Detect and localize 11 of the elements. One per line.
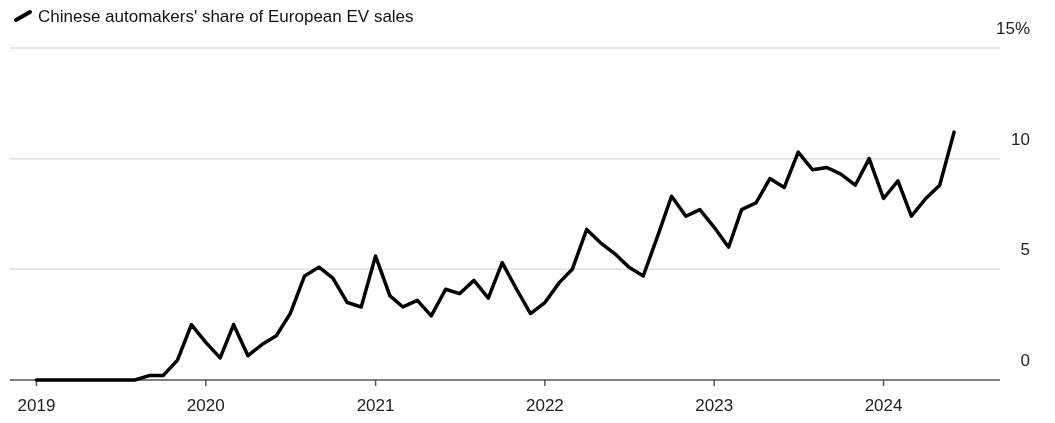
x-tick-label: 2019	[17, 396, 56, 415]
y-tick-label: 5	[1020, 240, 1030, 260]
x-tick-label: 2022	[525, 396, 564, 415]
x-tick-label: 2020	[186, 396, 225, 415]
y-tick-label: 0	[1020, 351, 1030, 370]
x-tick-label: 2024	[864, 396, 903, 415]
x-tick-label: 2021	[356, 396, 395, 415]
y-tick-label: 10	[1011, 129, 1030, 149]
legend-label: Chinese automakers' share of European EV sales	[38, 7, 414, 26]
y-tick-label: 15%	[995, 19, 1030, 38]
x-tick-label: 2023	[695, 396, 734, 415]
